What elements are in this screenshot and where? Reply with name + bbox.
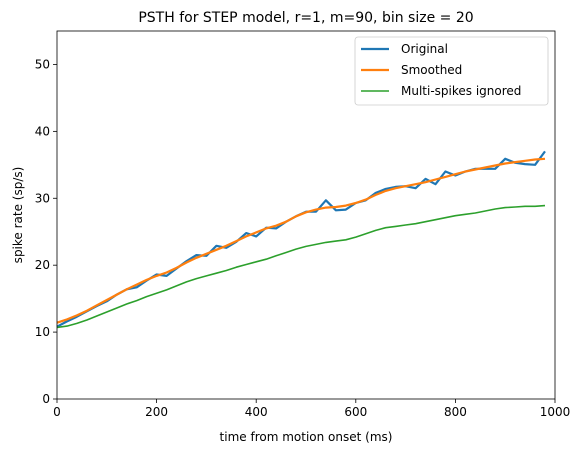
x-axis: 0 200 400 600 800 1000 — [53, 399, 570, 419]
series-layer — [56, 150, 546, 329]
x-tick-label: 200 — [145, 405, 168, 419]
legend-box — [354, 36, 549, 106]
x-tick-label: 600 — [344, 405, 367, 419]
plot-frame — [56, 30, 556, 400]
x-tick-label: 1000 — [540, 405, 571, 419]
y-tick-label: 20 — [35, 258, 50, 272]
x-tick-label: 0 — [53, 405, 61, 419]
legend-label-2: Smoothed — [401, 63, 462, 77]
legend: Original Smoothed Multi-spikes ignored — [354, 36, 549, 106]
y-axis: 0 10 20 30 40 50 — [35, 57, 57, 406]
y-tick-label: 0 — [42, 392, 50, 406]
series-line-2 — [56, 157, 546, 324]
x-tick-label: 400 — [245, 405, 268, 419]
x-axis-label: time from motion onset (ms) — [220, 430, 393, 444]
x-tick-label: 800 — [444, 405, 467, 419]
y-tick-label: 10 — [35, 325, 50, 339]
y-axis-label: spike rate (sp/s) — [11, 167, 25, 264]
legend-label-1: Original — [401, 42, 448, 56]
y-tick-label: 40 — [35, 124, 50, 138]
chart-title: PSTH for STEP model, r=1, m=90, bin size… — [138, 10, 473, 26]
plot-area — [56, 30, 556, 400]
series-line-1 — [56, 150, 546, 328]
y-tick-label: 50 — [35, 57, 50, 71]
legend-label-3: Multi-spikes ignored — [401, 84, 521, 98]
y-tick-label: 30 — [35, 191, 50, 205]
legend-items: Original Smoothed Multi-spikes ignored — [361, 42, 521, 98]
series-line-3 — [56, 204, 546, 329]
